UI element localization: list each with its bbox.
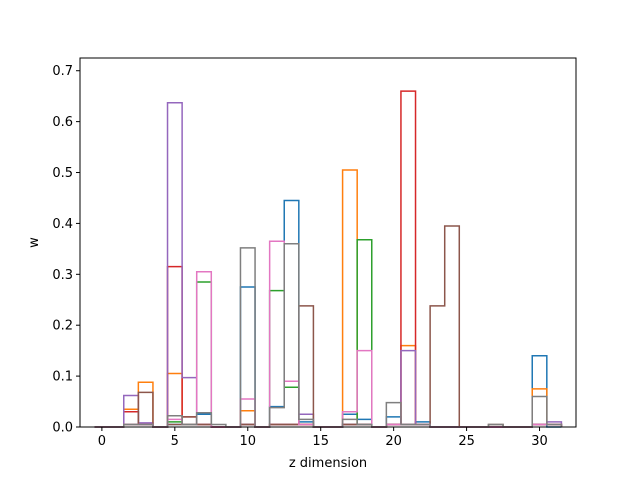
axes-frame	[79, 57, 577, 428]
x-axis: 0 5 10 15 20 25 30	[98, 427, 548, 449]
y-tick-label: 0.2	[52, 319, 73, 334]
y-tick-label: 0.4	[52, 217, 73, 232]
x-axis-label: z dimension	[289, 456, 367, 471]
y-tick-label: 0.6	[52, 115, 73, 130]
x-tick-label: 10	[239, 434, 256, 449]
x-tick-label: 20	[385, 434, 402, 449]
x-tick-label: 0	[98, 434, 106, 449]
x-tick-label: 15	[312, 434, 329, 449]
x-tick-label: 30	[531, 434, 548, 449]
y-tick-label: 0.3	[52, 268, 73, 283]
y-axis: 0.0 0.1 0.2 0.3 0.4 0.5 0.6 0.7	[52, 64, 80, 436]
y-tick-label: 0.0	[52, 421, 73, 436]
x-tick-label: 5	[171, 434, 179, 449]
y-tick-label: 0.7	[52, 64, 73, 79]
y-tick-label: 0.1	[52, 370, 73, 385]
y-tick-label: 0.5	[52, 166, 73, 181]
y-axis-label: w	[27, 237, 42, 248]
x-tick-label: 25	[458, 434, 475, 449]
